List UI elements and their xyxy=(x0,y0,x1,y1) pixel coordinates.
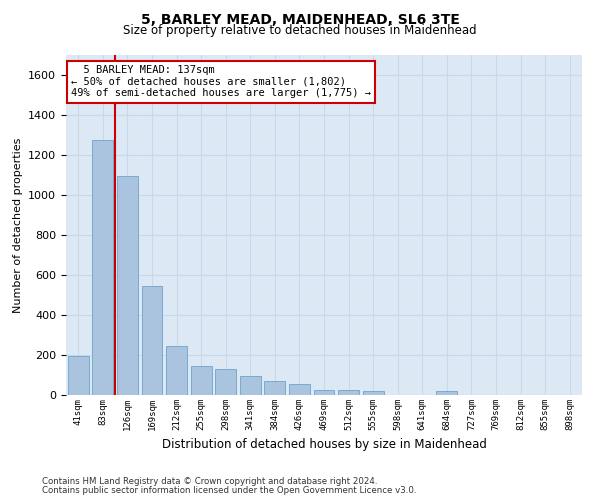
Bar xyxy=(314,390,334,395)
Text: 5 BARLEY MEAD: 137sqm
← 50% of detached houses are smaller (1,802)
49% of semi-d: 5 BARLEY MEAD: 137sqm ← 50% of detached … xyxy=(71,65,371,98)
Bar xyxy=(240,376,261,395)
Bar xyxy=(436,392,457,395)
Text: Contains public sector information licensed under the Open Government Licence v3: Contains public sector information licen… xyxy=(42,486,416,495)
Bar xyxy=(68,356,89,395)
Bar xyxy=(142,286,163,395)
Bar xyxy=(117,176,138,395)
Bar xyxy=(265,381,286,395)
Text: 5, BARLEY MEAD, MAIDENHEAD, SL6 3TE: 5, BARLEY MEAD, MAIDENHEAD, SL6 3TE xyxy=(140,12,460,26)
Bar xyxy=(215,369,236,395)
Bar xyxy=(166,346,187,395)
Text: Contains HM Land Registry data © Crown copyright and database right 2024.: Contains HM Land Registry data © Crown c… xyxy=(42,477,377,486)
Bar xyxy=(92,140,113,395)
Text: Size of property relative to detached houses in Maidenhead: Size of property relative to detached ho… xyxy=(123,24,477,37)
X-axis label: Distribution of detached houses by size in Maidenhead: Distribution of detached houses by size … xyxy=(161,438,487,452)
Bar xyxy=(338,390,359,395)
Bar xyxy=(191,366,212,395)
Y-axis label: Number of detached properties: Number of detached properties xyxy=(13,138,23,312)
Bar xyxy=(289,384,310,395)
Bar xyxy=(362,392,383,395)
